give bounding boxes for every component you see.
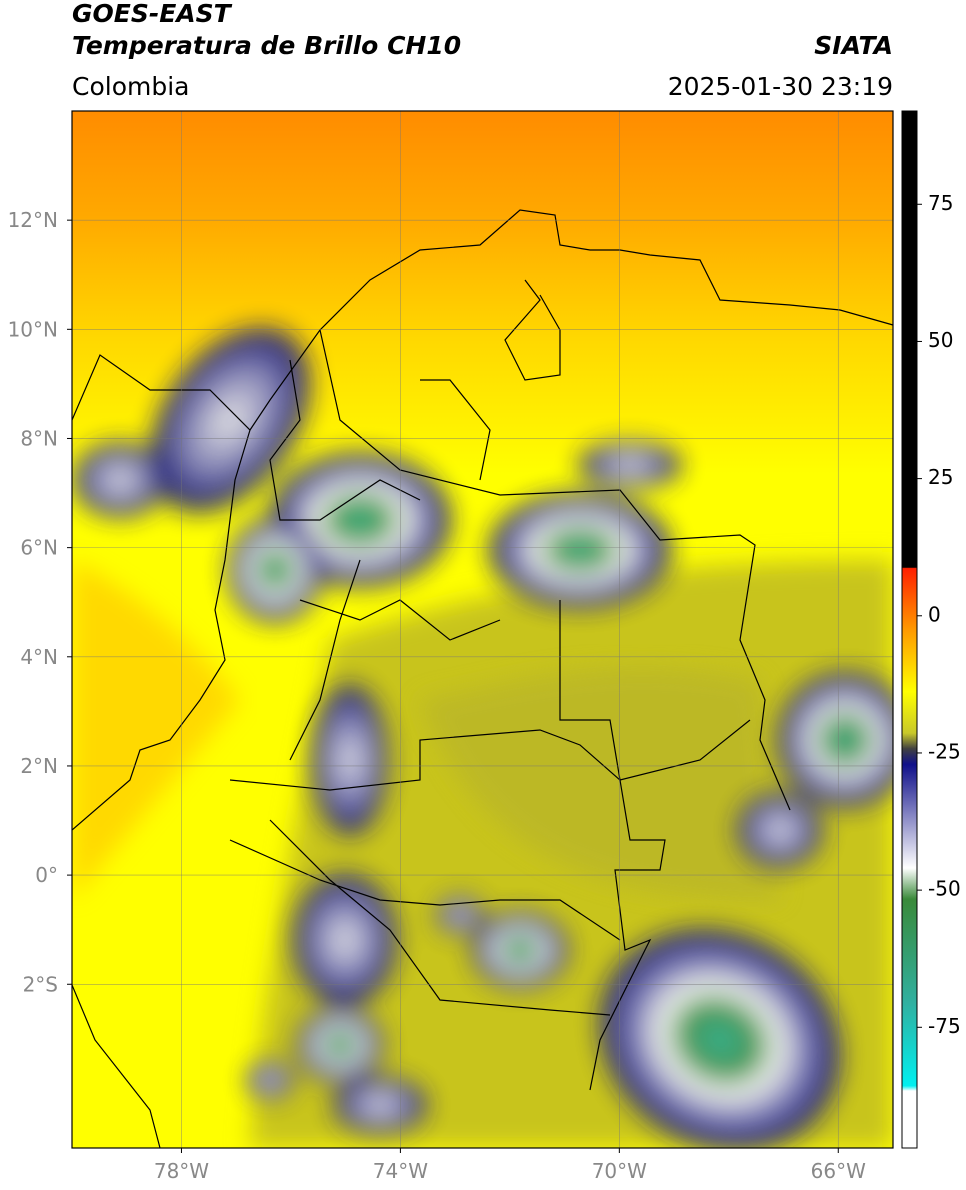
x-tick-label: 74°W: [373, 1159, 428, 1183]
y-tick-label: 2°S: [23, 972, 58, 996]
colorbar-tick-label: -75: [928, 1014, 961, 1038]
y-tick-label: 0°: [35, 863, 58, 887]
map-frame: [71, 110, 894, 1149]
x-tick-label: 70°W: [592, 1159, 647, 1183]
source: SIATA: [814, 31, 893, 60]
satellite-image: [72, 111, 893, 1148]
subtitle: Temperatura de Brillo CH10: [72, 31, 461, 60]
datetime: 2025-01-30 23:19: [668, 72, 893, 101]
colorbar: [901, 110, 918, 1149]
y-tick-label: 4°N: [20, 645, 58, 669]
region: Colombia: [72, 72, 189, 101]
y-tick-label: 2°N: [20, 754, 58, 778]
colorbar-tick-label: -25: [928, 739, 961, 763]
x-tick-label: 78°W: [154, 1159, 209, 1183]
grid: [72, 111, 893, 1148]
y-tick-label: 8°N: [20, 426, 58, 450]
colorbar-tick-label: 0: [928, 602, 941, 626]
colorbar-tick-label: -50: [928, 877, 961, 901]
x-tick-label: 66°W: [811, 1159, 866, 1183]
y-tick-label: 6°N: [20, 536, 58, 560]
coastlines-borders: [72, 209, 893, 1148]
colorbar-tick-label: 25: [928, 465, 953, 489]
y-tick-label: 12°N: [8, 208, 58, 232]
y-tick-label: 10°N: [8, 317, 58, 341]
colorbar-tick-label: 75: [928, 191, 953, 215]
colorbar-tick-label: 50: [928, 328, 953, 352]
title: GOES-EAST: [72, 0, 233, 28]
